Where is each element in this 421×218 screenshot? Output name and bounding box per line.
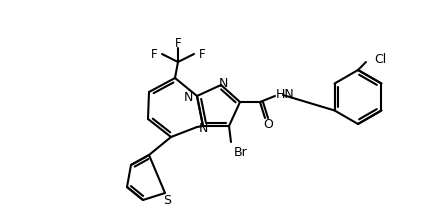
Text: Br: Br [234,145,248,158]
Text: F: F [150,48,157,61]
Text: O: O [263,119,273,131]
Text: N: N [199,121,208,135]
Text: F: F [175,36,181,49]
Text: S: S [163,194,171,208]
Text: HN: HN [276,87,295,100]
Text: F: F [199,48,205,61]
Text: N: N [218,77,228,90]
Text: Cl: Cl [374,53,386,65]
Text: N: N [184,90,193,104]
